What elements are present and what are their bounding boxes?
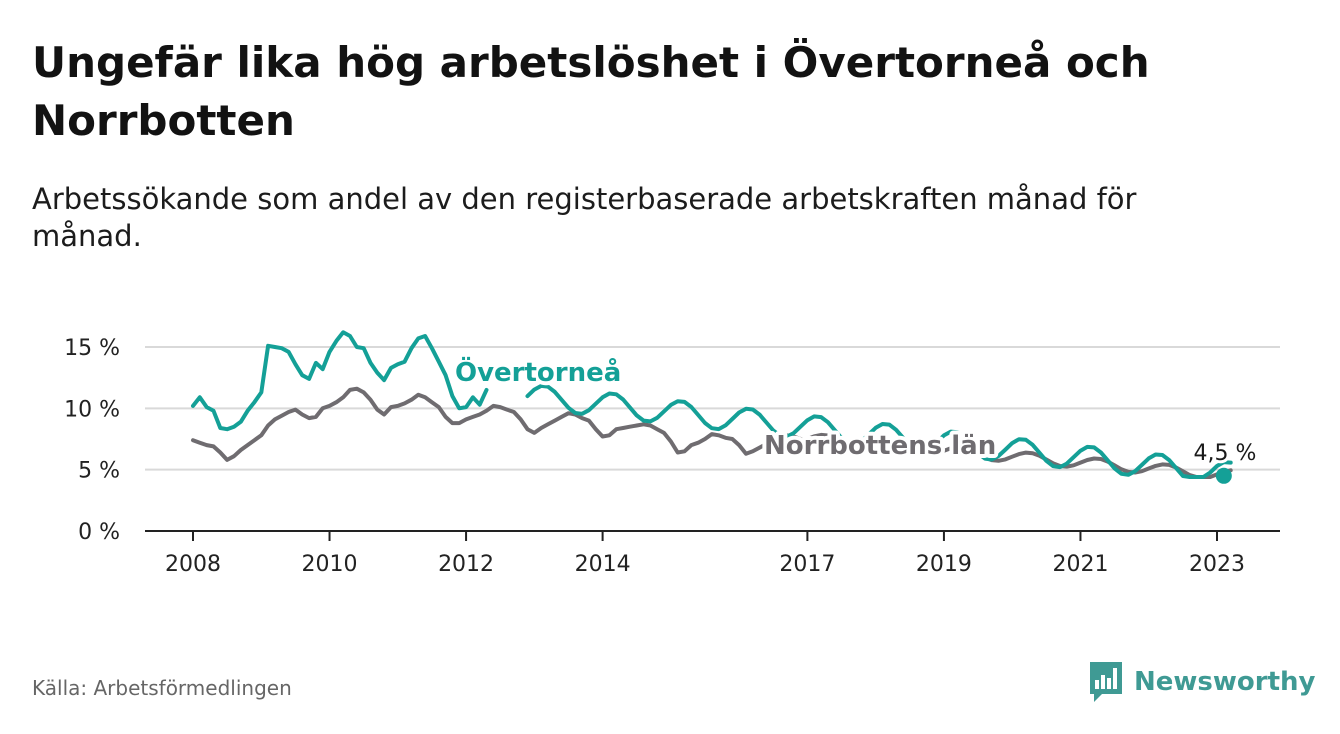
newsworthy-logo-icon bbox=[1090, 662, 1122, 702]
line-chart: 0 % 5 % 10 % 15 % 2008 2010 2012 2014 2017 2019 20… bbox=[64, 330, 1280, 577]
x-tick-label: 2008 bbox=[165, 552, 221, 577]
end-value-label: 4,5 % bbox=[1194, 441, 1257, 466]
x-tick-label: 2012 bbox=[438, 552, 494, 577]
x-tick-label: 2014 bbox=[575, 552, 631, 577]
x-tick-label: 2010 bbox=[302, 552, 358, 577]
series-label-overtornea-halo: Övertorneå bbox=[455, 355, 621, 388]
chart-subtitle: Arbetssökande som andel av den registerb… bbox=[32, 182, 1137, 253]
series-label-overtornea: Övertorneå bbox=[455, 355, 621, 388]
x-tick-label: 2017 bbox=[779, 552, 835, 577]
y-tick-label: 15 % bbox=[64, 336, 120, 361]
series-line-norrbotten-continued bbox=[805, 432, 1233, 479]
y-tick-label: 5 % bbox=[78, 459, 120, 484]
series-label-norrbotten: Norrbottens län bbox=[764, 431, 996, 461]
series-label-norrbotten-halo: Norrbottens län bbox=[764, 431, 996, 461]
x-tick-label: 2023 bbox=[1189, 552, 1245, 577]
end-value-label-halo: 4,5 % bbox=[1194, 441, 1257, 466]
y-tick-label: 10 % bbox=[64, 397, 120, 422]
series-line-overtornea-continued bbox=[525, 383, 1233, 479]
series-lines bbox=[191, 330, 1233, 479]
x-tick-label: 2019 bbox=[916, 552, 972, 577]
source-note: Källa: Arbetsförmedlingen bbox=[32, 676, 292, 700]
y-tick-label: 0 % bbox=[78, 520, 120, 545]
series-line-norrbotten bbox=[191, 386, 803, 462]
series-line-overtornea bbox=[191, 330, 489, 432]
newsworthy-wordmark: Newsworthy bbox=[1134, 667, 1316, 697]
x-tick-label: 2021 bbox=[1052, 552, 1108, 577]
end-point-marker bbox=[1215, 467, 1232, 484]
chart-title: Ungefär lika hög arbetslöshet i Övertorn… bbox=[32, 38, 1150, 145]
newsworthy-logo: Newsworthy bbox=[1088, 660, 1315, 704]
axes: 0 % 5 % 10 % 15 % 2008 2010 2012 2014 2017 2019 20… bbox=[64, 336, 1280, 577]
